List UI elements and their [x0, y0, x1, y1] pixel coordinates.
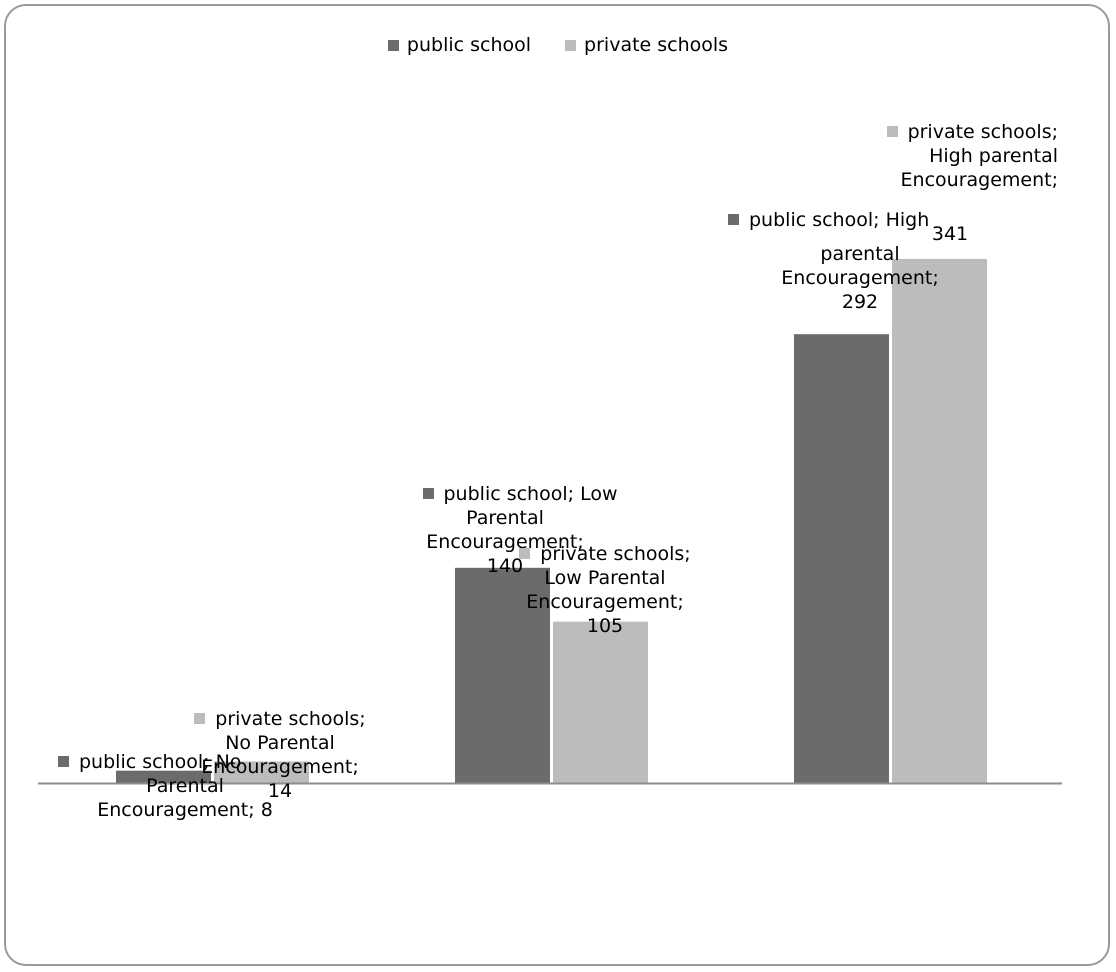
legend-swatch-private-schools	[565, 39, 577, 51]
legend-item-public-school: public school	[387, 34, 532, 56]
label-line: public school; High	[749, 209, 930, 231]
label-line: 292	[841, 291, 879, 313]
label-line: No Parental	[225, 732, 335, 754]
label-key-icon	[422, 488, 434, 499]
data-label-public-school-low-rest: Parental Encouragement; 140	[400, 506, 610, 578]
bar-public-school-2	[794, 334, 889, 783]
label-key-icon	[194, 713, 206, 724]
legend-label-private-schools: private schools	[584, 34, 729, 56]
data-label-private-schools-no: private schools; No Parental Encourageme…	[150, 707, 410, 803]
label-line: High parental	[929, 145, 1058, 167]
bar-private-schools-1	[553, 621, 648, 783]
label-line: Encouragement;	[526, 591, 684, 613]
data-label-public-school-high-rest: parental Encouragement; 292	[735, 242, 985, 314]
label-line: private schools;	[215, 708, 366, 730]
label-line: Encouragement;	[201, 756, 359, 778]
label-line: 140	[486, 555, 524, 577]
bar-public-school-1	[455, 567, 550, 783]
label-line: 14	[267, 780, 293, 802]
bar-public-school-0	[116, 770, 211, 783]
legend-label-public-school: public school	[406, 34, 532, 56]
label-line: Parental	[146, 775, 224, 797]
label-line: Encouragement;	[426, 531, 584, 553]
label-line: parental	[820, 243, 900, 265]
data-label-private-schools-high-value: 341	[900, 222, 1000, 246]
label-line: public school; Low	[443, 483, 618, 505]
label-line: Low Parental	[544, 567, 666, 589]
label-key-icon	[886, 126, 898, 137]
label-key-icon	[58, 756, 69, 767]
label-line: private schools;	[907, 121, 1058, 143]
legend-swatch-public-school	[387, 39, 399, 51]
data-label-public-school-no-rest: Parental Encouragement; 8	[70, 774, 300, 822]
label-line: public school; No	[79, 751, 242, 773]
label-key-icon	[728, 214, 739, 225]
legend: public school private schools	[0, 34, 1116, 56]
label-key-icon	[519, 548, 531, 559]
legend-item-private-schools: private schools	[565, 34, 728, 56]
data-label-private-schools-high: private schools; High parental Encourage…	[828, 120, 1058, 192]
label-line: 105	[586, 615, 624, 637]
data-label-private-schools-low: private schools; Low Parental Encouragem…	[490, 542, 720, 638]
label-line: Parental	[466, 507, 544, 529]
label-line: private schools;	[540, 543, 691, 565]
label-line: Encouragement;	[900, 169, 1058, 191]
label-line: Encouragement; 8	[97, 799, 273, 821]
data-label-public-school-low: public school; Low	[390, 482, 650, 506]
label-line: 341	[931, 223, 969, 245]
data-label-public-school-high: public school; High	[728, 208, 988, 232]
label-line: Encouragement;	[781, 267, 939, 289]
bar-private-schools-0	[214, 761, 309, 783]
data-label-public-school-no: public school; No	[58, 750, 338, 774]
bar-private-schools-2	[892, 258, 987, 783]
